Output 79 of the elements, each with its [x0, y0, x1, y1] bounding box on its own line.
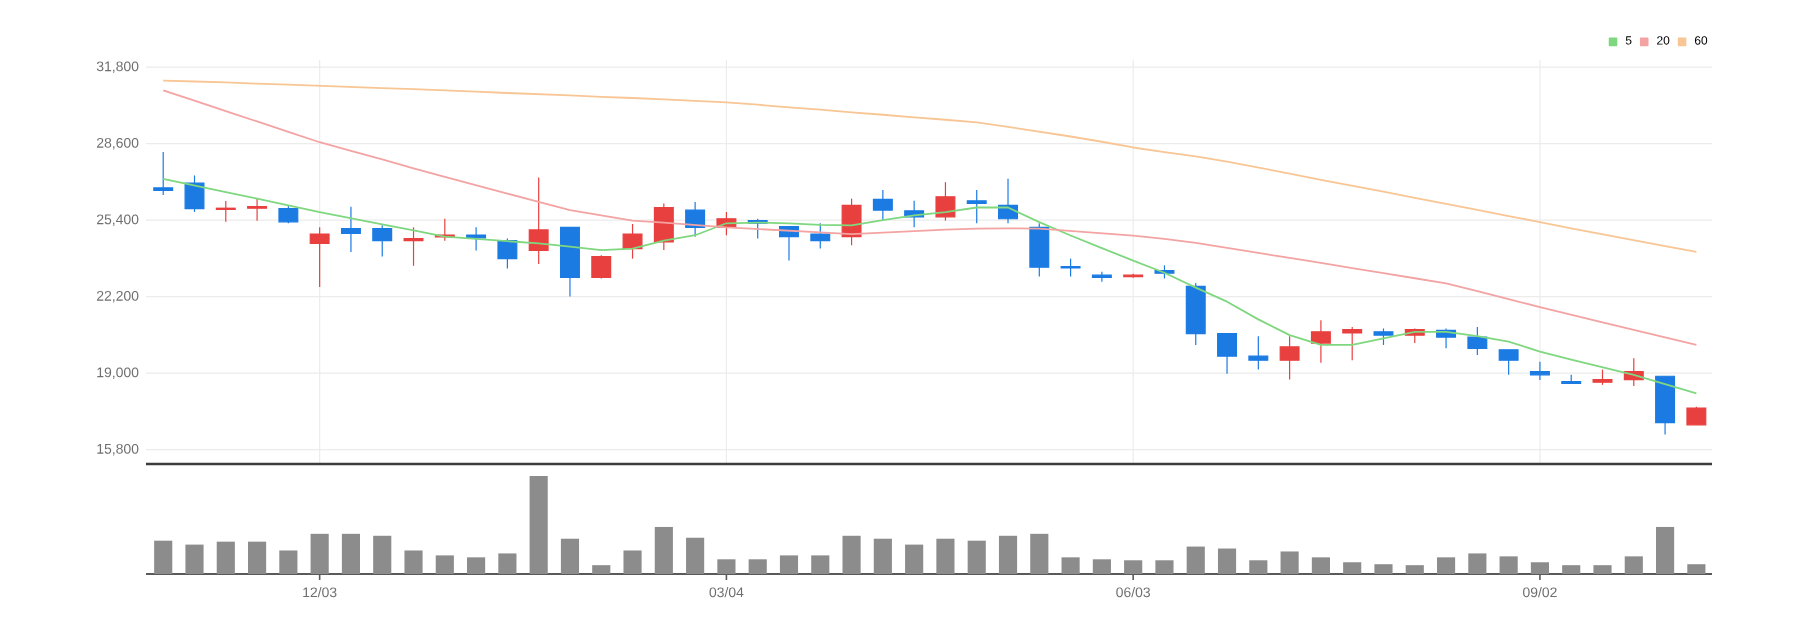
- candlestick: [1279, 335, 1300, 381]
- candlestick: [872, 189, 893, 222]
- bar: [1374, 564, 1393, 574]
- candlestick: [528, 177, 549, 265]
- bar: [623, 550, 642, 574]
- bar: [467, 557, 486, 574]
- bar: [1030, 533, 1049, 574]
- bar: [560, 538, 580, 574]
- bar: [592, 565, 611, 574]
- candlestick: [966, 189, 987, 224]
- bar: [1687, 564, 1706, 574]
- bar: [967, 540, 986, 574]
- bar: [811, 555, 830, 574]
- bar: [1249, 560, 1268, 574]
- bar: [154, 540, 173, 574]
- candlestick: [1029, 222, 1050, 278]
- bar: [1593, 565, 1612, 574]
- bar: [1217, 548, 1237, 574]
- candlestick: [810, 222, 831, 250]
- bar: [1656, 526, 1675, 574]
- bar: [936, 538, 955, 574]
- bar: [404, 550, 423, 574]
- bar: [1124, 560, 1143, 574]
- candlestick: [622, 223, 643, 260]
- bar: [529, 476, 548, 574]
- candlestick: [403, 226, 424, 267]
- bar: [1155, 560, 1174, 574]
- candlestick: [184, 174, 205, 213]
- bar: [873, 538, 892, 574]
- candlestick: [1342, 326, 1363, 361]
- bar: [1092, 559, 1111, 574]
- bar: [1562, 565, 1581, 574]
- bar: [1061, 557, 1080, 574]
- bar: [216, 541, 235, 574]
- bar: [1405, 565, 1424, 574]
- bar: [1280, 551, 1299, 574]
- candlestick: [247, 198, 268, 222]
- bar: [1530, 562, 1549, 574]
- bar: [1436, 557, 1456, 574]
- bar: [1186, 546, 1205, 574]
- candlestick: [309, 226, 330, 288]
- bar: [717, 559, 736, 574]
- bar: [310, 533, 329, 574]
- candlestick: [685, 201, 706, 238]
- bar: [185, 544, 204, 574]
- candlestick: [340, 206, 361, 253]
- candlestick: [1467, 326, 1488, 356]
- candlestick: [153, 151, 174, 196]
- bar: [905, 544, 924, 574]
- candlestick: [466, 226, 487, 252]
- candlestick: [1248, 335, 1269, 371]
- candlestick: [372, 224, 393, 258]
- candlestick: [1498, 349, 1519, 376]
- bar: [248, 541, 267, 574]
- candlestick: [935, 181, 956, 222]
- bar: [1499, 556, 1518, 574]
- candlestick: [1529, 361, 1550, 381]
- bar: [842, 535, 861, 574]
- candlestick: [653, 202, 674, 251]
- candlestick: [1091, 271, 1112, 283]
- bar: [435, 555, 454, 574]
- candlestick: [1655, 375, 1676, 436]
- bar: [1468, 553, 1487, 574]
- candlestick: [497, 237, 518, 270]
- bar: [998, 535, 1018, 574]
- bar: [654, 526, 673, 574]
- bar: [279, 550, 298, 574]
- bar: [498, 553, 517, 574]
- bar: [341, 533, 361, 574]
- bar: [779, 555, 799, 574]
- candlestick: [1185, 282, 1206, 346]
- bar: [748, 559, 767, 574]
- candlestick: [1217, 333, 1238, 375]
- candlestick: [1310, 319, 1331, 364]
- bar: [1311, 557, 1330, 574]
- bar: [1624, 556, 1643, 574]
- bar: [1343, 562, 1362, 574]
- bar: [373, 535, 392, 574]
- bar: [686, 537, 705, 574]
